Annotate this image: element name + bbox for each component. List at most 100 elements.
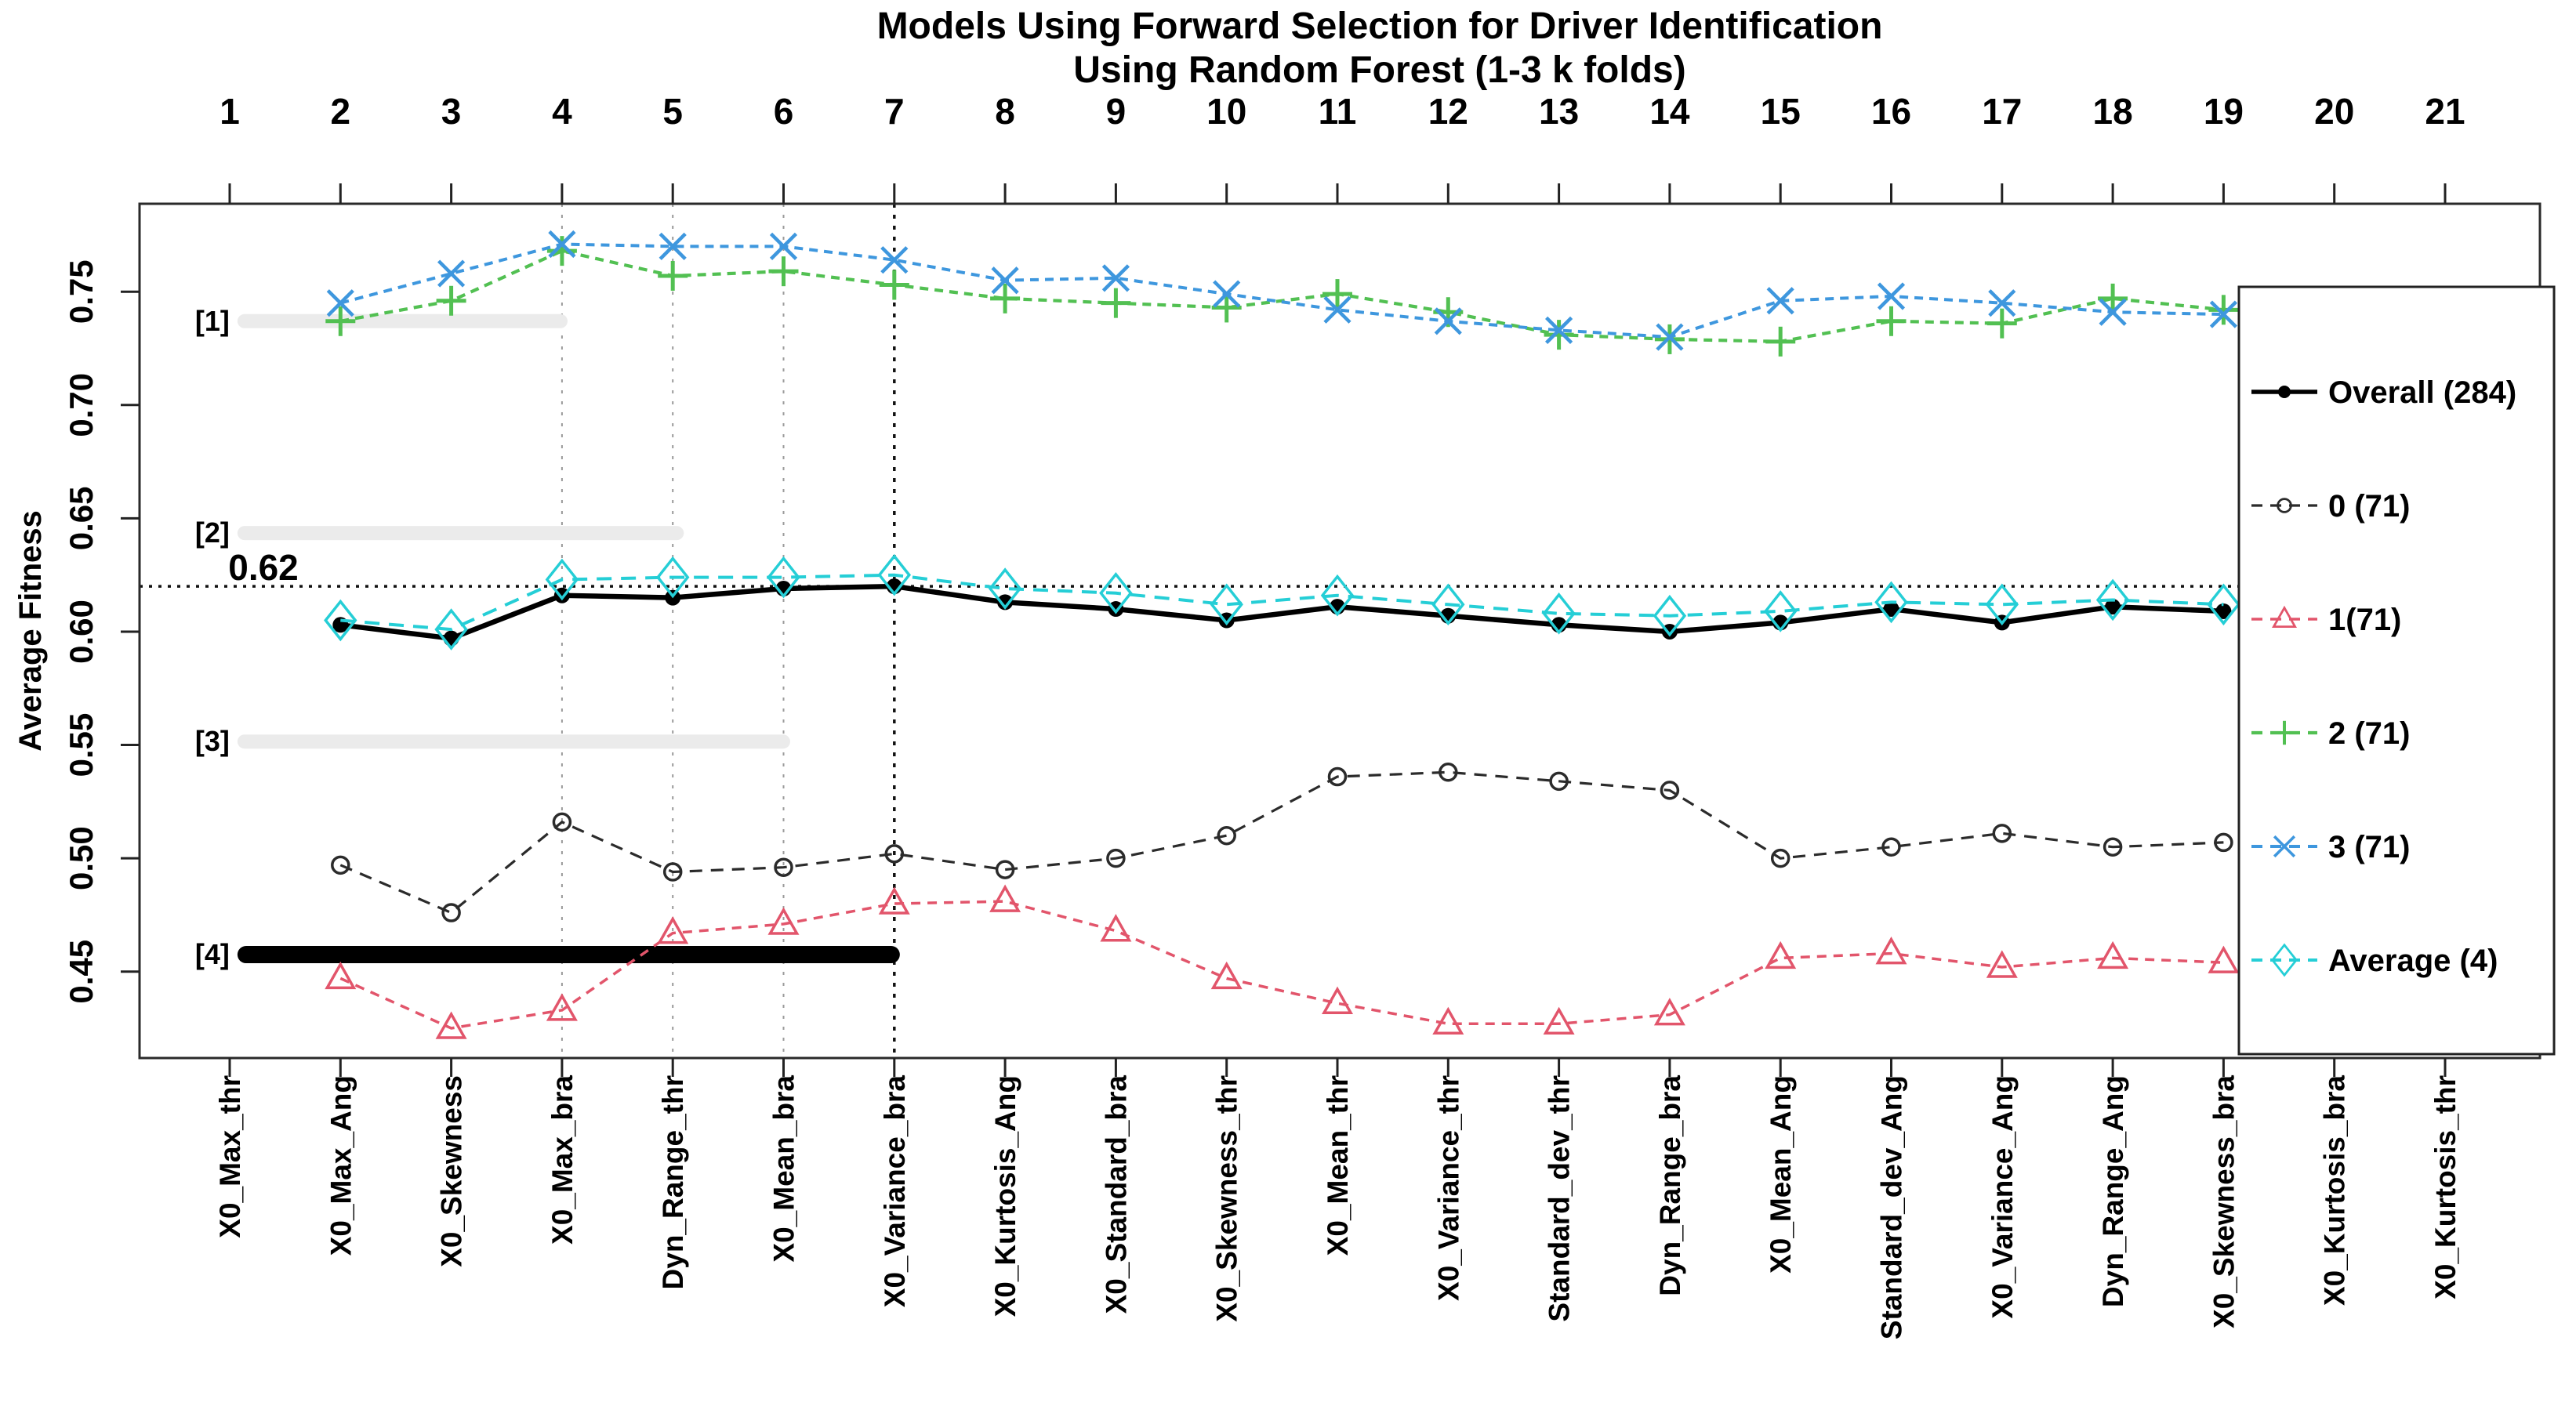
data-point-marker-open-circle — [2214, 832, 2233, 853]
data-point-marker-open-circle — [1439, 763, 1458, 782]
reference-bar-4 — [237, 946, 900, 964]
data-point-marker-open-diamond — [1653, 594, 1687, 637]
data-point-marker-x — [880, 246, 909, 274]
reference-bar-label-3: [3] — [195, 725, 230, 757]
x-category-label-x0-variance-thr: X0_Variance_thr — [1432, 1075, 1464, 1301]
chart-title-line-2: Using Random Forest (1-3 k folds) — [1073, 49, 1686, 91]
data-point-marker-open-triangle — [878, 886, 910, 915]
top-axis-number-10: 10 — [1206, 91, 1246, 132]
y-tick-label: 0.65 — [63, 487, 100, 551]
data-point-marker-open-diamond — [2271, 943, 2298, 977]
data-point-marker-open-circle — [884, 844, 905, 864]
data-point-marker-open-diamond — [2095, 578, 2130, 621]
x-category-label-x0-kurtosis-thr: X0_Kurtosis_thr — [2429, 1075, 2462, 1299]
data-point-marker-x — [1213, 280, 1241, 308]
x-category-label-x0-skewness-bra: X0_Skewness_bra — [2208, 1075, 2240, 1328]
x-category-label-x0-max-ang: X0_Max_Ang — [325, 1075, 357, 1256]
reference-bar-1 — [237, 313, 568, 328]
y-tick-label: 0.70 — [63, 373, 100, 437]
data-point-marker-open-triangle — [1100, 914, 1132, 942]
reference-bar-label-2: [2] — [195, 516, 230, 549]
series-line-overall-284 — [339, 583, 2224, 641]
data-point-marker-open-circle — [1549, 771, 1569, 792]
y-tick-label: 0.45 — [63, 940, 100, 1004]
data-point-marker-x — [1101, 264, 1130, 292]
y-axis-title: Average Fitness — [13, 510, 48, 752]
data-point-marker-open-circle — [1327, 766, 1348, 787]
top-axis-number-13: 13 — [1539, 91, 1579, 132]
reference-bar-3 — [237, 734, 790, 749]
series-line-3-71 — [339, 242, 2224, 339]
data-point-marker-open-diamond — [1985, 583, 2019, 626]
legend-entry-3-71: 3 (71) — [2251, 830, 2411, 864]
x-category-label-x0-max-thr: X0_Max_thr — [214, 1075, 246, 1238]
data-point-marker-open-diamond — [1542, 592, 1576, 635]
data-point-marker-x — [991, 266, 1019, 295]
top-axis-number-18: 18 — [2093, 91, 2133, 132]
top-axis-number-2: 2 — [331, 91, 351, 132]
data-point-marker-open-circle — [1881, 837, 1901, 857]
data-point-marker-x — [1988, 289, 2016, 317]
data-point-marker-open-diamond — [877, 553, 912, 596]
y-tick-label: 0.60 — [63, 600, 100, 664]
series-line-1-71 — [339, 900, 2224, 1030]
data-point-marker-open-triangle — [2271, 605, 2298, 628]
data-point-marker-open-diamond — [655, 556, 690, 599]
data-point-marker-filled-circle — [443, 630, 459, 647]
top-axis-number-12: 12 — [1428, 91, 1468, 132]
data-point-marker-open-circle — [2277, 498, 2292, 513]
top-axis-number-8: 8 — [995, 91, 1015, 132]
x-category-label-x0-skewness-thr: X0_Skewness_thr — [1211, 1075, 1243, 1322]
x-category-label-x0-mean-ang: X0_Mean_Ang — [1765, 1075, 1797, 1274]
top-axis-number-6: 6 — [774, 91, 794, 132]
data-point-marker-open-diamond — [1210, 583, 1243, 626]
top-axis-number-15: 15 — [1761, 91, 1801, 132]
legend-entry-average-4: Average (4) — [2251, 943, 2498, 978]
top-axis-number-4: 4 — [552, 91, 572, 132]
data-point-marker-open-triangle — [1986, 950, 2018, 978]
y-tick-label: 0.75 — [63, 259, 100, 324]
data-point-marker-open-diamond — [2207, 583, 2240, 626]
data-point-marker-open-circle — [441, 903, 461, 922]
legend-label-overall-284: Overall (284) — [2328, 375, 2516, 410]
data-point-marker-open-diamond — [1874, 581, 1908, 624]
legend-label-average-4: Average (4) — [2328, 944, 2498, 978]
x-category-label-dyn-range-ang: Dyn_Range_Ang — [2097, 1075, 2129, 1307]
data-point-marker-open-circle — [331, 855, 350, 875]
data-point-marker-open-triangle — [1321, 986, 1354, 1014]
data-point-marker-x — [1766, 287, 1794, 315]
data-point-marker-open-circle — [1106, 848, 1126, 868]
data-point-marker-open-triangle — [325, 961, 357, 990]
legend-label-1-71: 1(71) — [2328, 603, 2401, 637]
legend-label-2-71: 2 (71) — [2328, 716, 2411, 751]
data-point-marker-open-diamond — [767, 556, 800, 599]
top-axis-number-20: 20 — [2314, 91, 2354, 132]
top-axis-number-14: 14 — [1649, 91, 1690, 132]
legend-entry-1-71: 1(71) — [2251, 603, 2401, 637]
chart-title-line-1: Models Using Forward Selection for Drive… — [876, 5, 1883, 47]
legend-entry-2-71: 2 (71) — [2251, 716, 2411, 751]
data-point-marker-filled-circle — [2105, 599, 2121, 615]
data-point-marker-open-circle — [995, 860, 1015, 879]
top-axis-number-7: 7 — [884, 91, 905, 132]
legend-entry-0-71: 0 (71) — [2251, 489, 2411, 524]
data-point-marker-open-triangle — [546, 993, 578, 1021]
top-axis-number-5: 5 — [662, 91, 683, 132]
series-line-average-4 — [340, 573, 2224, 632]
top-axis-number-21: 21 — [2425, 91, 2465, 132]
data-point-marker-open-triangle — [1543, 1006, 1575, 1035]
y-tick-label: 0.50 — [63, 826, 100, 890]
data-point-marker-open-diamond — [1320, 574, 1355, 617]
data-point-marker-x — [1656, 323, 1684, 351]
top-axis-number-11: 11 — [1319, 91, 1357, 132]
x-category-label-x0-standard-bra: X0_Standard_bra — [1100, 1075, 1132, 1314]
data-point-marker-filled-circle — [1883, 601, 1899, 618]
data-point-marker-x — [437, 259, 466, 288]
data-point-marker-open-triangle — [1653, 998, 1685, 1026]
series-1-71 — [325, 884, 2240, 1039]
data-point-marker-open-circle — [1660, 781, 1680, 800]
data-point-marker-x — [659, 232, 687, 260]
x-category-label-x0-kurtosis-ang: X0_Kurtosis_Ang — [989, 1075, 1021, 1317]
series-average-4 — [324, 553, 2240, 650]
